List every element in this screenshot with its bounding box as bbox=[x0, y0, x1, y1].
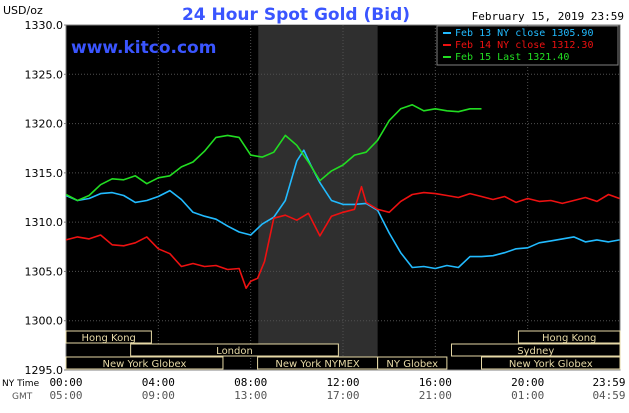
session-label: Hong Kong bbox=[542, 333, 596, 344]
website-label: www.kitco.com bbox=[71, 38, 216, 58]
series-line-1 bbox=[65, 149, 620, 270]
legend-box bbox=[436, 25, 619, 66]
axis-title-gmt: GMT bbox=[12, 392, 33, 402]
x-tick-label-gmt: 01:00 bbox=[511, 389, 544, 402]
session-bar bbox=[377, 356, 448, 370]
y-tick-label: 1325.0 bbox=[25, 68, 64, 81]
y-tick-label: 1305.0 bbox=[25, 265, 64, 278]
y-tick-label: 1330.0 bbox=[25, 19, 64, 32]
legend-entry: Feb 14 NY close 1312.30 bbox=[455, 40, 593, 51]
session-bar bbox=[450, 343, 621, 357]
datetime-label: February 15, 2019 23:59 bbox=[472, 10, 624, 23]
unit-label: USD/oz bbox=[3, 4, 43, 17]
x-tick-label-ny: 04:00 bbox=[142, 376, 175, 389]
x-tick-label-gmt: 13:00 bbox=[234, 389, 267, 402]
x-tick-label-gmt: 17:00 bbox=[326, 389, 359, 402]
axis-title-ny-time: NY Time bbox=[2, 379, 40, 389]
session-label: Sydney bbox=[517, 346, 554, 357]
series-line-3 bbox=[65, 104, 482, 202]
x-tick-label-ny: 08:00 bbox=[234, 376, 267, 389]
session-bar bbox=[130, 343, 339, 357]
session-bar bbox=[65, 330, 152, 344]
x-tick-label-ny: 20:00 bbox=[511, 376, 544, 389]
x-tick-label-ny: 23:59 bbox=[592, 376, 625, 389]
series-line-2 bbox=[65, 185, 620, 290]
session-label: NY Globex bbox=[386, 359, 438, 370]
x-tick-label-ny: 00:00 bbox=[49, 376, 82, 389]
y-tick-label: 1300.0 bbox=[25, 315, 64, 328]
session-bar bbox=[65, 356, 224, 370]
y-tick-label: 1295.0 bbox=[25, 364, 64, 377]
session-bar bbox=[481, 356, 621, 370]
session-label: New York NYMEX bbox=[275, 359, 360, 370]
y-tick-label: 1315.0 bbox=[25, 167, 64, 180]
legend-entry: Feb 13 NY close 1305.90 bbox=[455, 28, 593, 39]
chart-title: 24 Hour Spot Gold (Bid) bbox=[182, 5, 410, 25]
x-tick-label-gmt: 09:00 bbox=[142, 389, 175, 402]
x-tick-label-gmt: 05:00 bbox=[49, 389, 82, 402]
session-label: New York Globex bbox=[509, 359, 593, 370]
session-label: Hong Kong bbox=[82, 333, 136, 344]
session-label: London bbox=[216, 346, 253, 357]
y-tick-label: 1320.0 bbox=[25, 118, 64, 131]
x-tick-label-gmt: 04:59 bbox=[592, 389, 625, 402]
session-highlight bbox=[258, 25, 378, 370]
y-tick-label: 1310.0 bbox=[25, 216, 64, 229]
x-tick-label-gmt: 21:00 bbox=[419, 389, 452, 402]
x-tick-label-ny: 16:00 bbox=[419, 376, 452, 389]
legend-entry: Feb 15 Last 1321.40 bbox=[455, 52, 569, 63]
x-tick-label-ny: 12:00 bbox=[326, 376, 359, 389]
session-label: New York Globex bbox=[103, 359, 187, 370]
session-bar bbox=[517, 330, 621, 344]
